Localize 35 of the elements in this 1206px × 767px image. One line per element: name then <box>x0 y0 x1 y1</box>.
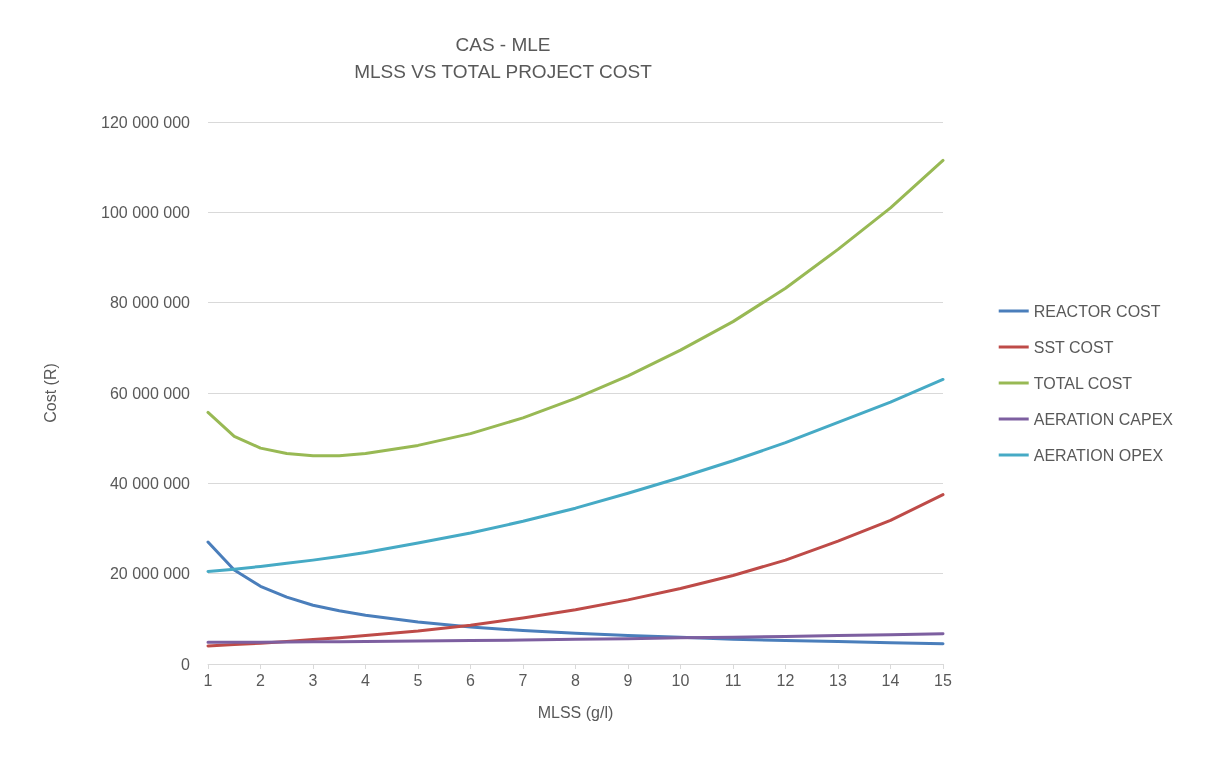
x-axis-title: MLSS (g/l) <box>537 703 614 721</box>
chart-subtitle: MLSS VS TOTAL PROJECT COST <box>354 61 653 82</box>
line-series <box>206 632 945 644</box>
x-tick-label: 2 <box>256 671 266 689</box>
x-tick-label: 9 <box>623 671 633 689</box>
x-tick-label: 3 <box>308 671 318 689</box>
y-tick-label: 60 000 000 <box>109 384 191 402</box>
line-series <box>206 377 945 573</box>
y-axis-title: Cost (R) <box>41 363 59 423</box>
x-tick-label: 10 <box>671 671 690 689</box>
legend-label: SST COST <box>1033 338 1114 356</box>
x-tick-label: 6 <box>466 671 476 689</box>
y-tick-label: 20 000 000 <box>109 565 191 583</box>
x-tick-label: 1 <box>203 671 213 689</box>
x-tick-label: 11 <box>724 671 742 689</box>
legend-label: AERATION CAPEX <box>1033 410 1174 428</box>
x-tick-label: 8 <box>571 671 581 689</box>
x-tick-label: 13 <box>829 671 847 689</box>
legend-label: TOTAL COST <box>1033 374 1133 392</box>
y-tick-label: 100 000 000 <box>101 203 191 221</box>
y-tick-label: 40 000 000 <box>109 474 191 492</box>
x-tick-label: 7 <box>518 671 528 689</box>
line-series <box>206 493 945 648</box>
line-series <box>206 158 945 458</box>
x-tick-label: 5 <box>413 671 423 689</box>
legend-label: AERATION OPEX <box>1033 446 1164 464</box>
y-tick-label: 120 000 000 <box>101 113 191 131</box>
y-tick-label: 0 <box>181 655 191 673</box>
x-tick-label: 14 <box>881 671 900 689</box>
x-tick-label: 4 <box>361 671 371 689</box>
chart-title: CAS - MLE <box>455 34 551 55</box>
x-tick-label: 15 <box>934 671 952 689</box>
legend-label: REACTOR COST <box>1033 302 1161 320</box>
y-tick-label: 80 000 000 <box>109 294 191 312</box>
x-tick-label: 12 <box>776 671 795 689</box>
